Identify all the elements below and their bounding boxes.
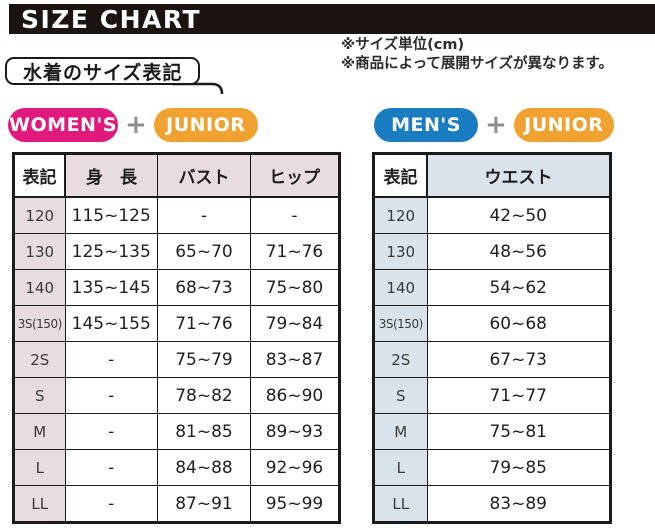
page-title-text: SIZE CHART [21, 4, 202, 34]
column-header: ヒップ [250, 153, 340, 198]
table-cell: S [13, 377, 66, 414]
column-header: 表記 [373, 153, 428, 198]
table-cell: 84~88 [157, 449, 251, 486]
table-cell: 65~70 [157, 233, 251, 270]
table-cell: 60~68 [426, 305, 611, 342]
table-cell: 83~89 [426, 485, 611, 523]
table-cell: 78~82 [157, 377, 251, 414]
womens-badge: WOMEN'S [8, 108, 118, 142]
plus-icon: + [485, 110, 507, 140]
table-cell: 3S(150) [373, 305, 428, 342]
table-cell: 87~91 [157, 485, 251, 523]
mens-badge-group: MEN'S + JUNIOR [374, 108, 614, 142]
table-cell: 42~50 [426, 196, 611, 234]
table-cell: - [250, 196, 340, 234]
table-cell: 2S [13, 341, 66, 378]
table-cell: 54~62 [426, 269, 611, 306]
page-title: SIZE CHART [9, 4, 655, 34]
table-cell: 67~73 [426, 341, 611, 378]
table-cell: 71~76 [157, 305, 251, 342]
table-cell: 86~90 [250, 377, 340, 414]
table-cell: 120 [13, 196, 66, 234]
table-cell: 79~84 [250, 305, 340, 342]
column-header: ウエスト [426, 153, 611, 198]
header-row: 表記身 長バスト ヒップ [13, 153, 340, 198]
table-cell: - [64, 485, 158, 523]
table-cell: 115~125 [64, 196, 158, 234]
table-row: 120 115~125- - [13, 196, 340, 234]
table-row: 130 125~135 65~70 71~76 [13, 233, 340, 270]
junior-badge: JUNIOR [153, 108, 258, 142]
table-row: LL -87~91 95~99 [13, 485, 340, 523]
table-row: 120 42~50 [373, 196, 611, 234]
table-row: 140 54~62 [373, 269, 611, 306]
womens-size-table: 表記身 長バスト ヒップ 120 115~125- -130 125~135 65~70 71… [12, 152, 341, 524]
table-cell: - [64, 377, 158, 414]
table-cell: 48~56 [426, 233, 611, 270]
mens-badge: MEN'S [374, 108, 478, 142]
table-cell: 89~93 [250, 413, 340, 450]
section-label-tail-line [172, 82, 224, 95]
table-cell: 95~99 [250, 485, 340, 523]
table-cell: 2S [373, 341, 428, 378]
table-row: 2S -75~79 83~87 [13, 341, 340, 378]
table-cell: 71~76 [250, 233, 340, 270]
table-cell: 3S(150) [13, 305, 66, 342]
mens-size-table: 表記 ウエスト 120 42~50 130 48~56 140 54~62 3S(150) 60~… [372, 152, 612, 524]
table-cell: - [64, 413, 158, 450]
table-cell: 135~145 [64, 269, 158, 306]
table-cell: L [13, 449, 66, 486]
womens-badge-group: WOMEN'S + JUNIOR [8, 108, 258, 142]
table-cell: 79~85 [426, 449, 611, 486]
table-cell: L [373, 449, 428, 486]
table-cell: 140 [373, 269, 428, 306]
table-cell: 92~96 [250, 449, 340, 486]
column-header: 身 長 [64, 153, 158, 198]
plus-icon: + [125, 110, 147, 140]
table-cell: - [157, 196, 251, 234]
table-row: 3S(150) 145~155 71~76 79~84 [13, 305, 340, 342]
table-cell: 75~79 [157, 341, 251, 378]
column-header: バスト [157, 153, 251, 198]
table-cell: LL [13, 485, 66, 523]
note-size-availability: ※商品によって展開サイズが異なります。 [341, 56, 614, 72]
junior-badge: JUNIOR [513, 108, 614, 142]
table-cell: 125~135 [64, 233, 158, 270]
table-cell: S [373, 377, 428, 414]
section-label-text: 水着のサイズ表記 [23, 61, 183, 84]
section-label: 水着のサイズ表記 [5, 57, 201, 85]
table-cell: LL [373, 485, 428, 523]
column-header: 表記 [13, 153, 66, 198]
notes: ※サイズ単位(cm) ※商品によって展開サイズが異なります。 [341, 36, 613, 74]
table-cell: 75~81 [426, 413, 611, 450]
table-cell: 75~80 [250, 269, 340, 306]
table-cell: M [13, 413, 66, 450]
table-row: L -84~88 92~96 [13, 449, 340, 486]
table-row: 130 48~56 [373, 233, 611, 270]
table-cell: 68~73 [157, 269, 251, 306]
table-cell: 140 [13, 269, 66, 306]
table-cell: - [64, 449, 158, 486]
table-row: M -81~85 89~93 [13, 413, 340, 450]
table-row: LL 83~89 [373, 485, 611, 523]
table-cell: 71~77 [426, 377, 611, 414]
table-row: 2S 67~73 [373, 341, 611, 378]
table-row: M 75~81 [373, 413, 611, 450]
table-cell: 81~85 [157, 413, 251, 450]
table-cell: M [373, 413, 428, 450]
table-row: L 79~85 [373, 449, 611, 486]
note-size-unit: ※サイズ単位(cm) [341, 37, 465, 53]
table-cell: 130 [373, 233, 428, 270]
table-row: S 71~77 [373, 377, 611, 414]
table-row: 140 135~145 68~73 75~80 [13, 269, 340, 306]
table-cell: 120 [373, 196, 428, 234]
header-row: 表記 ウエスト [373, 153, 611, 198]
table-row: 3S(150) 60~68 [373, 305, 611, 342]
table-cell: 145~155 [64, 305, 158, 342]
table-row: S -78~82 86~90 [13, 377, 340, 414]
table-cell: 83~87 [250, 341, 340, 378]
table-cell: 130 [13, 233, 66, 270]
table-cell: - [64, 341, 158, 378]
